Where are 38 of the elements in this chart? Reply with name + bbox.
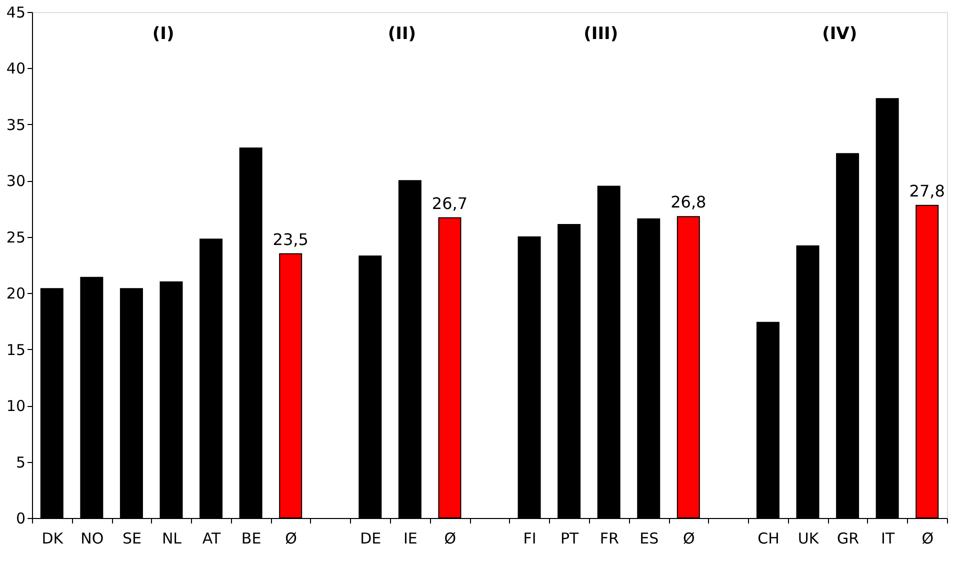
y-tick-label: 15	[6, 340, 26, 359]
data-label: 23,5	[272, 230, 308, 249]
x-tick-label: PT	[560, 530, 580, 548]
y-tick-label: 40	[6, 60, 26, 78]
x-tick-label: FR	[600, 530, 619, 548]
y-tick-label: 30	[6, 172, 26, 190]
y-tick-label: 35	[6, 116, 26, 134]
x-tick-label: FI	[523, 530, 536, 548]
x-tick-label: UK	[798, 530, 820, 548]
data-label: 26,7	[432, 194, 468, 213]
x-tick-label: CH	[758, 530, 780, 548]
x-tick-label: NO	[80, 530, 104, 548]
x-tick-label: IE	[403, 530, 418, 548]
x-tick-label: SE	[122, 530, 142, 548]
x-tick-label: GR	[837, 530, 860, 548]
y-tick-label: 10	[6, 397, 26, 416]
x-tick-label: Ø	[683, 530, 696, 548]
annotation: (I)	[152, 24, 174, 44]
annotation: (III)	[584, 24, 618, 44]
y-tick-label: 0	[16, 510, 26, 528]
x-tick-label: DK	[42, 530, 64, 548]
data-label: 26,8	[670, 192, 706, 212]
y-tick-label: 45	[6, 4, 26, 22]
x-tick-label: BE	[241, 530, 262, 548]
x-tick-label: NL	[162, 530, 182, 548]
x-tick-label: IT	[881, 530, 896, 548]
y-tick-label: 5	[16, 453, 26, 472]
y-tick-label: 20	[6, 284, 26, 303]
annotation: (II)	[388, 24, 416, 44]
x-tick-label: Ø	[922, 530, 934, 548]
x-tick-label: Ø	[285, 530, 298, 548]
x-tick-label: ES	[640, 530, 659, 548]
x-tick-label: DE	[360, 530, 382, 548]
y-tick-label: 25	[6, 228, 26, 246]
annotation: (IV)	[822, 24, 858, 44]
data-label: 27,8	[909, 181, 945, 200]
x-tick-label: AT	[202, 530, 222, 548]
x-tick-label: Ø	[444, 530, 456, 548]
